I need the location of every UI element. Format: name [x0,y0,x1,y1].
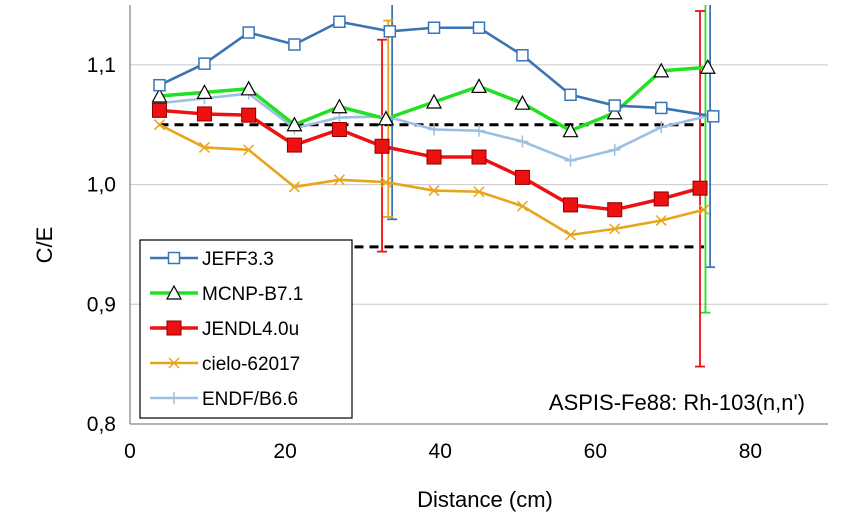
x-tick-label: 0 [124,440,136,463]
legend-label: cielo-62017 [202,354,300,375]
data-point [169,253,180,264]
data-point [515,170,529,184]
data-point [609,100,620,111]
y-tick-label: 1,0 [87,174,116,197]
data-point [474,22,485,33]
data-point [154,80,165,91]
data-point [708,111,719,122]
data-point [334,16,345,27]
y-axis-title: C/E [32,227,57,264]
y-tick-label: 0,8 [87,413,116,436]
x-axis-title: Distance (cm) [417,487,553,512]
data-point [656,102,667,113]
data-point [152,103,166,117]
x-tick-label: 20 [273,440,296,463]
data-point [199,58,210,69]
data-point [289,39,300,50]
y-tick-label: 1,1 [87,54,116,77]
data-point [693,181,707,195]
y-tick-label: 0,9 [87,293,116,316]
legend-label: JENDL4.0u [202,319,299,340]
legend: JEFF3.3 MCNP-B7.1 JENDL4.0u cielo-62017 ENDF… [140,240,352,418]
x-tick-label: 80 [739,440,762,463]
data-point [565,89,576,100]
data-point [608,203,622,217]
chart-annotation: ASPIS-Fe88: Rh-103(n,n') [549,390,805,415]
data-point [654,192,668,206]
data-point [564,198,578,212]
x-tick-label: 60 [584,440,607,463]
data-point [243,27,254,38]
data-point [384,26,395,37]
data-point [242,108,256,122]
data-point [332,123,346,137]
data-point [287,138,301,152]
legend-label: ENDF/B6.6 [202,389,298,410]
data-point [427,150,441,164]
data-point [375,139,389,153]
legend-label: JEFF3.3 [202,249,274,270]
data-point [167,321,181,335]
x-tick-label: 40 [429,440,452,463]
data-point [517,50,528,61]
legend-label: MCNP-B7.1 [202,284,303,305]
data-point [429,22,440,33]
data-point [472,150,486,164]
data-point [197,107,211,121]
